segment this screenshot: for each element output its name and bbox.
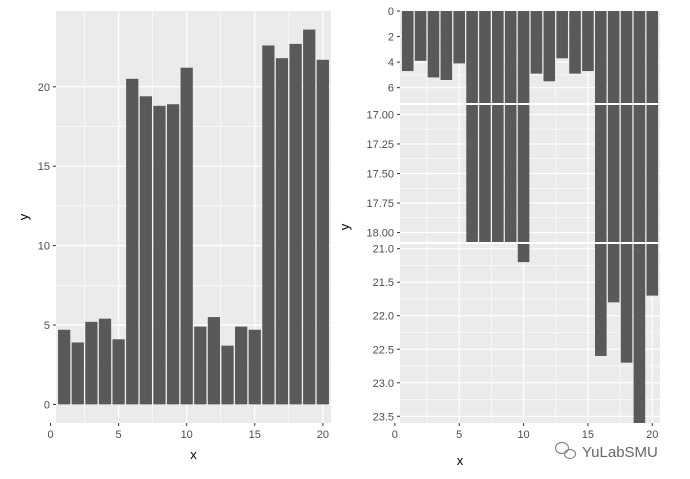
bar: [85, 321, 98, 405]
y-axis-label: y: [337, 223, 352, 230]
bar-segment: [492, 105, 504, 242]
bar-segment: [504, 105, 517, 242]
bar-segment: [607, 105, 620, 242]
y-tick-label: 22.0: [373, 311, 394, 323]
y-tick-label: 10: [38, 241, 50, 253]
bar-segment: [466, 105, 478, 242]
y-tick-label: 17.00: [366, 109, 394, 121]
bar: [289, 43, 302, 405]
y-tick-label: 22.5: [373, 344, 394, 356]
bar-segment: [620, 105, 633, 242]
y-tick-label: 23.0: [373, 378, 394, 390]
bar-segment: [646, 244, 659, 296]
bar: [58, 329, 71, 405]
bar-segment: [607, 244, 620, 303]
bar-segment: [556, 11, 568, 59]
bar-segment: [440, 11, 453, 80]
bar-segment: [401, 11, 414, 72]
bar: [316, 59, 329, 405]
x-tick-label: 0: [392, 429, 398, 441]
y-tick-label: 21.5: [373, 277, 394, 289]
bar: [194, 326, 207, 405]
y-tick-label: 17.50: [366, 169, 394, 181]
x-tick-label: 20: [317, 429, 329, 441]
y-tick-label: 0: [44, 399, 50, 411]
bar-segment: [427, 11, 440, 78]
bar-segment: [582, 11, 594, 72]
y-tick-label: 5: [44, 320, 50, 332]
bar-segment: [620, 11, 633, 103]
bar-segment: [607, 11, 620, 103]
bar: [98, 318, 112, 405]
y-tick-label: 4: [388, 57, 394, 69]
y-tick-label: 6: [388, 83, 394, 95]
bar: [221, 345, 234, 405]
x-axis-label: x: [190, 447, 197, 462]
x-tick-label: 5: [116, 429, 122, 441]
bar: [262, 45, 275, 405]
x-axis-label: x: [457, 453, 464, 468]
watermark: YuLabSMU: [554, 441, 658, 461]
bar-segment: [646, 105, 659, 242]
x-tick-label: 15: [582, 429, 594, 441]
bar-segment: [620, 244, 633, 363]
bar: [180, 67, 193, 405]
bar-segment: [595, 244, 607, 356]
x-tick-label: 10: [181, 429, 193, 441]
x-tick-label: 5: [456, 429, 462, 441]
bar-segment: [543, 11, 556, 82]
y-tick-label: 21.0: [373, 244, 394, 256]
bar-segment: [646, 11, 659, 103]
watermark-text: YuLabSMU: [582, 444, 658, 461]
y-axis-label: y: [16, 213, 31, 220]
bar: [71, 342, 84, 405]
bar: [235, 326, 248, 405]
bar-segment: [492, 11, 504, 103]
wechat-icon: [554, 441, 577, 460]
bar: [112, 339, 125, 405]
x-tick-label: 10: [517, 429, 529, 441]
bar: [126, 78, 139, 405]
y-tick-label: 18.00: [366, 228, 394, 240]
y-tick-label: 20: [38, 82, 50, 94]
bar-segment: [517, 11, 530, 103]
bar-segment: [479, 105, 491, 242]
bar-segment: [595, 11, 607, 103]
bar-segment: [633, 105, 646, 242]
bar-segment: [633, 244, 646, 423]
x-tick-label: 0: [47, 429, 53, 441]
bar: [153, 105, 166, 405]
y-tick-label: 17.25: [366, 139, 394, 151]
bar: [166, 104, 180, 405]
bar-segment: [569, 11, 581, 74]
bar-segment: [479, 11, 491, 103]
bar-segment: [530, 11, 543, 74]
y-tick-label: 0: [388, 6, 394, 18]
bar-segment: [633, 11, 646, 103]
bar-segment: [466, 11, 478, 103]
bar: [248, 329, 261, 405]
bar-segment: [595, 105, 607, 242]
y-tick-label: 23.5: [373, 411, 394, 423]
y-tick-label: 17.75: [366, 198, 394, 210]
bar-segment: [517, 244, 530, 263]
bar-segment: [517, 105, 530, 242]
bar: [275, 58, 289, 405]
bar-segment: [414, 11, 427, 61]
bar: [207, 317, 221, 405]
left-chart: 0 5 10 15 20 0 5 10 15 20 x y: [16, 11, 331, 462]
bar-segment: [453, 11, 465, 64]
y-tick-label: 15: [38, 161, 50, 173]
x-tick-label: 15: [249, 429, 261, 441]
right-chart: 0 2 4 6 17.00 17.25 17.50 17.75 18.00 21.0 21.5 22.…: [337, 6, 660, 468]
bar: [303, 29, 316, 405]
y-tick-label: 2: [388, 32, 394, 44]
bar-segment: [504, 11, 517, 103]
x-tick-label: 20: [646, 429, 658, 441]
bar: [139, 96, 152, 405]
